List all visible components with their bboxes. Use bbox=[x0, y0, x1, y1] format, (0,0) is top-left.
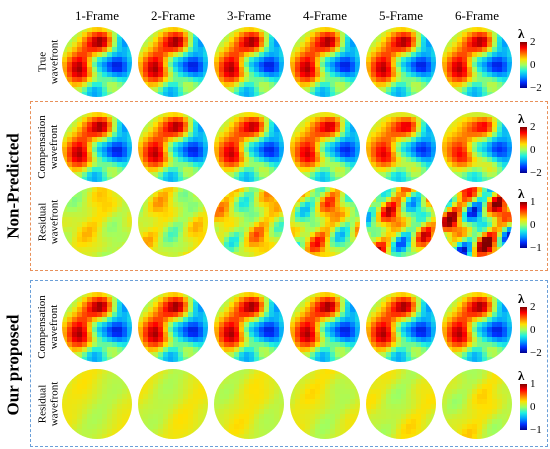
wavefront-map-r4-c4 bbox=[290, 292, 360, 362]
frame-label-2: 2-Frame bbox=[150, 8, 196, 23]
wavefront-map-r2-c1 bbox=[62, 112, 132, 182]
row-label-line: Residual bbox=[35, 202, 48, 242]
colorbar-tick-5-1: 1 bbox=[530, 378, 536, 390]
row-label-1: True wavefront bbox=[36, 40, 60, 85]
wavefront-map-r4-c1 bbox=[62, 292, 132, 362]
wavefront-map-r3-c2 bbox=[138, 187, 208, 257]
colorbar-tick-5-3: −1 bbox=[530, 424, 542, 436]
row-label-line: wavefront bbox=[47, 124, 60, 170]
wavefront-map-r5-c6 bbox=[442, 369, 512, 439]
row-label-line: Compensation bbox=[35, 115, 48, 179]
colorbar-symbol-3: λ bbox=[518, 186, 525, 201]
colorbar-tick-4-3: −2 bbox=[530, 347, 542, 359]
group-box-1 bbox=[30, 101, 548, 271]
colorbar-symbol-4: λ bbox=[518, 291, 525, 306]
group-label-1: Non-Predicted bbox=[3, 133, 23, 239]
wavefront-map-r4-c3 bbox=[214, 292, 284, 362]
row-label-line: True bbox=[35, 51, 48, 73]
row-label-line: Compensation bbox=[35, 295, 48, 359]
wavefront-map-r3-c3 bbox=[214, 187, 284, 257]
wavefront-map-r4-c5 bbox=[366, 292, 436, 362]
colorbar-tick-3-1: 1 bbox=[530, 196, 536, 208]
colorbar-tick-2-2: 0 bbox=[530, 144, 536, 156]
row-label-line: Residual bbox=[35, 384, 48, 424]
group-box-2 bbox=[30, 280, 548, 447]
wavefront-map-r1-c3 bbox=[214, 27, 284, 97]
colorbar-tick-1-1: 2 bbox=[530, 36, 536, 48]
frame-label-3: 3-Frame bbox=[226, 8, 272, 23]
colorbar-tick-2-1: 2 bbox=[530, 121, 536, 133]
frame-label-4: 4-Frame bbox=[302, 8, 348, 23]
colorbar-tick-2-3: −2 bbox=[530, 167, 542, 179]
wavefront-map-r1-c2 bbox=[138, 27, 208, 97]
wavefront-map-r2-c2 bbox=[138, 112, 208, 182]
wavefront-map-r2-c3 bbox=[214, 112, 284, 182]
colorbar-tick-1-3: −2 bbox=[530, 82, 542, 94]
colorbar-tick-3-2: 0 bbox=[530, 219, 536, 231]
colorbar-2 bbox=[520, 127, 527, 173]
wavefront-map-r4-c6 bbox=[442, 292, 512, 362]
wavefront-map-r5-c3 bbox=[214, 369, 284, 439]
group-label-2: Our proposed bbox=[2, 314, 22, 416]
frame-label-5: 5-Frame bbox=[378, 8, 424, 23]
row-label-line: wavefront bbox=[47, 39, 60, 85]
wavefront-map-r3-c5 bbox=[366, 187, 436, 257]
wavefront-map-r5-c5 bbox=[366, 369, 436, 439]
colorbar-tick-4-2: 0 bbox=[530, 324, 536, 336]
row-label-line: wavefront bbox=[47, 199, 60, 245]
wavefront-map-r3-c4 bbox=[290, 187, 360, 257]
wavefront-map-r4-c2 bbox=[138, 292, 208, 362]
wavefront-map-r3-c6 bbox=[442, 187, 512, 257]
wavefront-map-r3-c1 bbox=[62, 187, 132, 257]
colorbar-1 bbox=[520, 42, 527, 88]
row-label-line: wavefront bbox=[47, 381, 60, 427]
colorbar-3 bbox=[520, 202, 527, 248]
row-label-4: Compensation wavefront bbox=[36, 295, 60, 359]
colorbar-tick-3-3: −1 bbox=[530, 242, 542, 254]
row-label-5: Residual wavefront bbox=[36, 382, 60, 427]
wavefront-map-r1-c4 bbox=[290, 27, 360, 97]
row-label-3: Residual wavefront bbox=[36, 200, 60, 245]
colorbar-tick-4-1: 2 bbox=[530, 301, 536, 313]
wavefront-map-r2-c5 bbox=[366, 112, 436, 182]
wavefront-map-r2-c6 bbox=[442, 112, 512, 182]
frame-label-1: 1-Frame bbox=[74, 8, 120, 23]
colorbar-tick-1-2: 0 bbox=[530, 59, 536, 71]
wavefront-map-r5-c4 bbox=[290, 369, 360, 439]
frame-label-6: 6-Frame bbox=[454, 8, 500, 23]
colorbar-5 bbox=[520, 384, 527, 430]
wavefront-map-r1-c1 bbox=[62, 27, 132, 97]
colorbar-4 bbox=[520, 307, 527, 353]
wavefront-map-r1-c5 bbox=[366, 27, 436, 97]
row-label-line: wavefront bbox=[47, 304, 60, 350]
wavefront-map-r5-c1 bbox=[62, 369, 132, 439]
wavefront-map-r5-c2 bbox=[138, 369, 208, 439]
wavefront-map-r1-c6 bbox=[442, 27, 512, 97]
colorbar-symbol-1: λ bbox=[518, 26, 525, 41]
row-label-2: Compensation wavefront bbox=[36, 115, 60, 179]
colorbar-tick-5-2: 0 bbox=[530, 401, 536, 413]
colorbar-symbol-2: λ bbox=[518, 111, 525, 126]
wavefront-map-r2-c4 bbox=[290, 112, 360, 182]
colorbar-symbol-5: λ bbox=[518, 368, 525, 383]
